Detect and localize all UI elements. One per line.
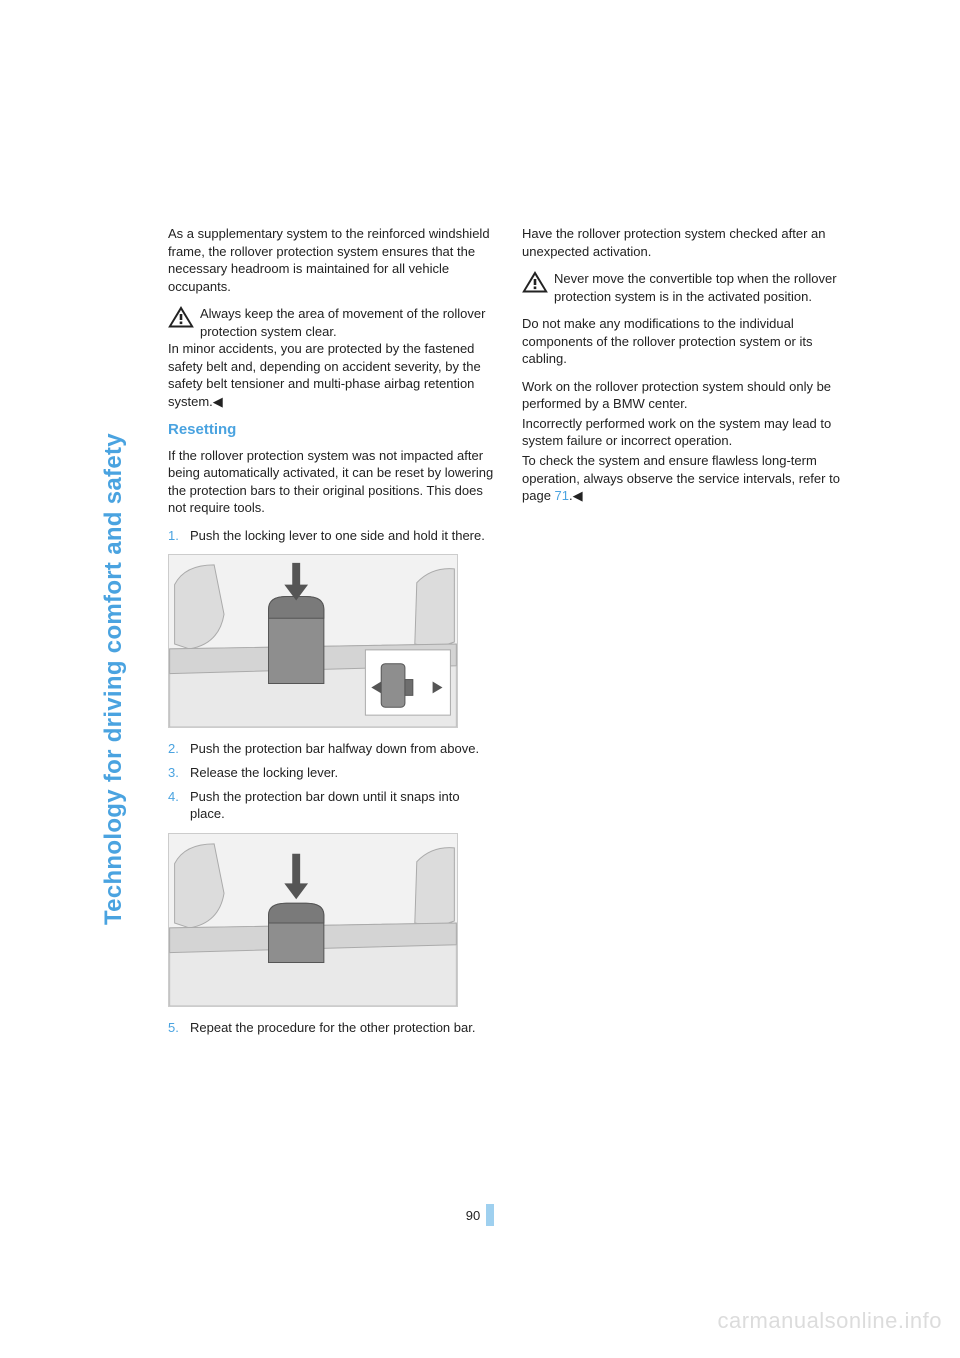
steps-list-b: 2. Push the protection bar halfway down … <box>168 740 494 822</box>
right-para-3a: Work on the rollover protection system s… <box>522 378 848 413</box>
step-number: 5. <box>168 1019 190 1037</box>
page-number-block: 90 <box>0 1204 960 1226</box>
sidebar-section-title-text: Technology for driving comfort and safet… <box>100 433 127 925</box>
warning-block-left: Always keep the area of movement of the … <box>168 305 494 410</box>
page-ref-link[interactable]: 71 <box>555 488 569 503</box>
step-text: Push the protection bar halfway down fro… <box>190 740 494 758</box>
right-para-2: Do not make any modifications to the ind… <box>522 315 848 368</box>
step-number: 3. <box>168 764 190 782</box>
end-mark-icon: ◀ <box>213 393 223 411</box>
content-columns: As a supplementary system to the reinfor… <box>168 225 848 1046</box>
resetting-heading: Resetting <box>168 420 494 440</box>
step-text: Push the locking lever to one side and h… <box>190 527 494 545</box>
reset-paragraph: If the rollover protection system was no… <box>168 447 494 517</box>
steps-list-a: 1. Push the locking lever to one side an… <box>168 527 494 545</box>
step-text: Repeat the procedure for the other prote… <box>190 1019 494 1037</box>
sidebar-section-title: Technology for driving comfort and safet… <box>100 0 128 225</box>
warning-icon <box>522 271 548 293</box>
figure-2 <box>168 833 458 1007</box>
right-column: Have the rollover protection system chec… <box>522 225 848 1046</box>
list-item: 5. Repeat the procedure for the other pr… <box>168 1019 494 1037</box>
right-para-3c: To check the system and ensure flawless … <box>522 452 848 505</box>
list-item: 3. Release the locking lever. <box>168 764 494 782</box>
manual-page: Technology for driving comfort and safet… <box>0 0 960 1358</box>
warning-icon <box>168 306 194 328</box>
page-number-bar <box>486 1204 494 1226</box>
step-number: 2. <box>168 740 190 758</box>
steps-list-c: 5. Repeat the procedure for the other pr… <box>168 1019 494 1037</box>
watermark: carmanualsonline.info <box>717 1308 942 1334</box>
page-number: 90 <box>466 1204 494 1226</box>
right-para-3b: Incorrectly performed work on the system… <box>522 415 848 450</box>
figure-1 <box>168 554 458 728</box>
step-text: Push the protection bar down until it sn… <box>190 788 494 823</box>
page-number-text: 90 <box>466 1208 480 1223</box>
intro-paragraph: As a supplementary system to the reinfor… <box>168 225 494 295</box>
list-item: 1. Push the locking lever to one side an… <box>168 527 494 545</box>
list-item: 2. Push the protection bar halfway down … <box>168 740 494 758</box>
warning-lead-right: Never move the convertible top when the … <box>554 271 837 304</box>
end-mark-icon: ◀ <box>573 487 583 505</box>
warning-block-right: Never move the convertible top when the … <box>522 270 848 305</box>
warning-lead-left: Always keep the area of movement of the … <box>200 306 485 339</box>
step-number: 4. <box>168 788 190 823</box>
right-para-1: Have the rollover protection system chec… <box>522 225 848 260</box>
step-text: Release the locking lever. <box>190 764 494 782</box>
left-column: As a supplementary system to the reinfor… <box>168 225 494 1046</box>
step-number: 1. <box>168 527 190 545</box>
list-item: 4. Push the protection bar down until it… <box>168 788 494 823</box>
